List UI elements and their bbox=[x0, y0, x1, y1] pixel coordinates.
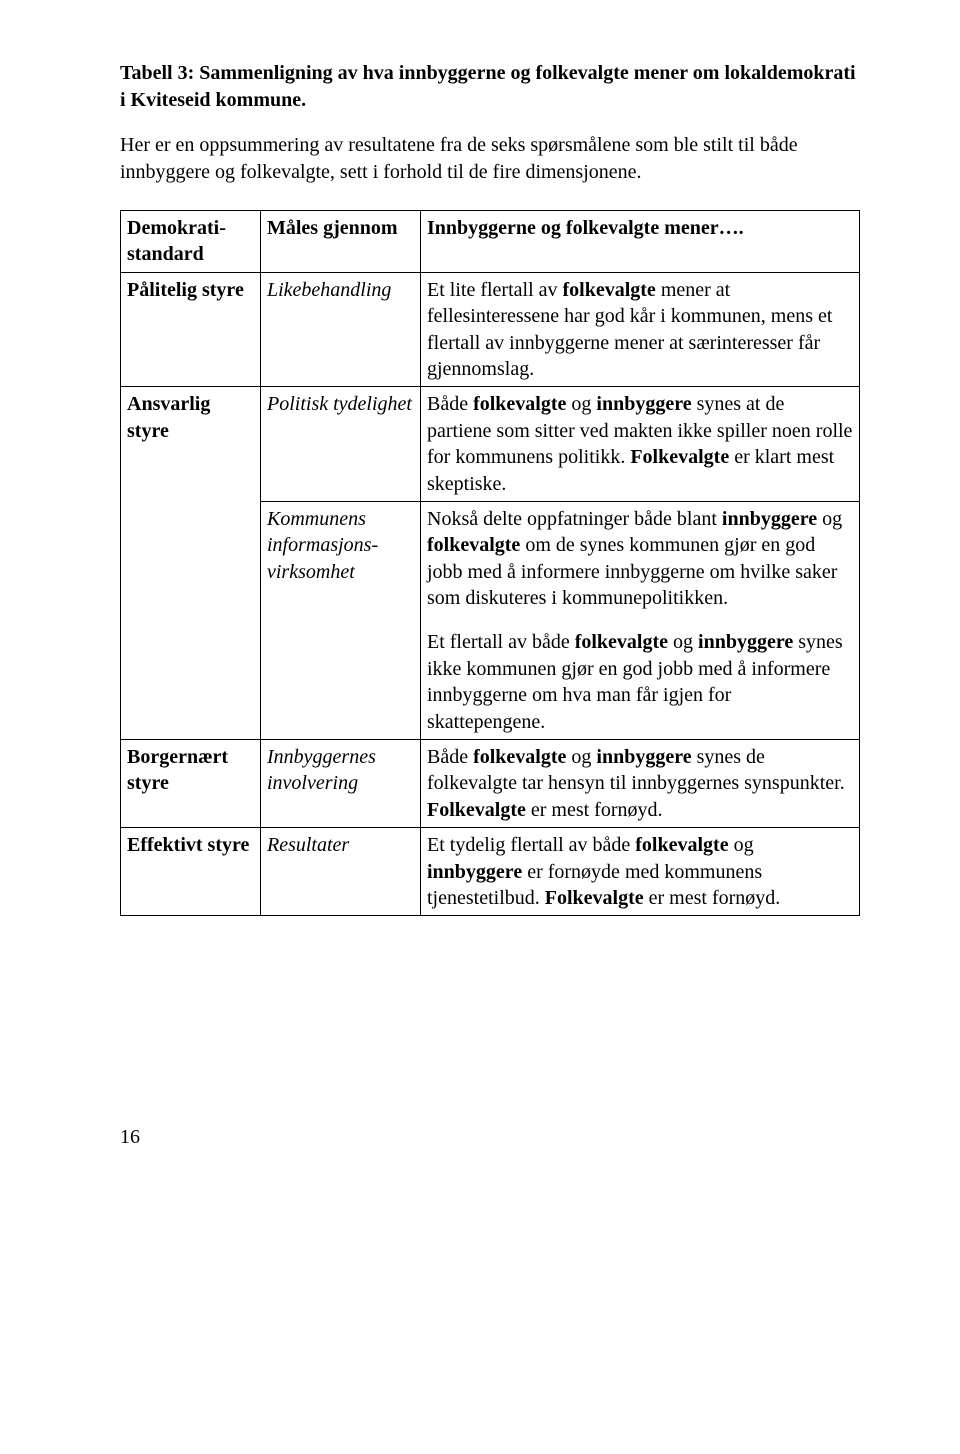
header-col3: Innbyggerne og folkevalgte mener…. bbox=[421, 211, 860, 273]
header-col1-text: Demokrati-standard bbox=[127, 217, 226, 265]
measure-cell: Innbyggernes involvering bbox=[261, 740, 421, 828]
text-bold: folkevalgte bbox=[635, 834, 728, 856]
text-bold: innbyggere bbox=[722, 508, 817, 530]
description-cell: Både folkevalgte og innbyggere synes at … bbox=[421, 387, 860, 502]
measure-cell: Likebehandling bbox=[261, 272, 421, 387]
spacer bbox=[427, 611, 853, 629]
comparison-table: Demokrati-standard Måles gjennom Innbygg… bbox=[120, 210, 860, 916]
table-row: Borgernært styre Innbyggernes involverin… bbox=[121, 740, 860, 828]
measure-label: Politisk tydelighet bbox=[267, 393, 412, 415]
text: Et lite flertall av bbox=[427, 279, 563, 301]
text-bold: Folkevalgte bbox=[630, 446, 729, 468]
table-row: Effektivt styre Resultater Et tydelig fl… bbox=[121, 828, 860, 916]
measure-label: Likebehandling bbox=[267, 279, 391, 301]
paragraph: Nokså delte oppfatninger både blant innb… bbox=[427, 506, 853, 612]
header-col3-text: Innbyggerne og folkevalgte mener…. bbox=[427, 217, 744, 239]
page-number: 16 bbox=[120, 1126, 860, 1149]
table-row: Pålitelig styre Likebehandling Et lite f… bbox=[121, 272, 860, 387]
table-title: Tabell 3: Sammenligning av hva innbygger… bbox=[120, 60, 860, 114]
text: og bbox=[817, 508, 842, 530]
text-bold: innbyggere bbox=[427, 861, 522, 883]
text: og bbox=[566, 393, 596, 415]
text: er mest fornøyd. bbox=[526, 799, 663, 821]
text-bold: folkevalgte bbox=[473, 746, 566, 768]
text: er mest fornøyd. bbox=[644, 887, 781, 909]
text-bold: innbyggere bbox=[596, 393, 691, 415]
paragraph: Et flertall av både folkevalgte og innby… bbox=[427, 629, 853, 735]
text: Nokså delte oppfatninger både blant bbox=[427, 508, 722, 530]
text-bold: innbyggere bbox=[698, 631, 793, 653]
dimension-label: Borgernært styre bbox=[127, 746, 228, 794]
text-bold: folkevalgte bbox=[575, 631, 668, 653]
text-bold: folkevalgte bbox=[427, 534, 520, 556]
dimension-cell: Pålitelig styre bbox=[121, 272, 261, 387]
table-header-row: Demokrati-standard Måles gjennom Innbygg… bbox=[121, 211, 860, 273]
text: Både bbox=[427, 393, 473, 415]
dimension-label: Effektivt styre bbox=[127, 834, 249, 856]
text-bold: innbyggere bbox=[596, 746, 691, 768]
measure-label: Resultater bbox=[267, 834, 349, 856]
text: Et flertall av både bbox=[427, 631, 575, 653]
measure-cell: Kommunens informasjons-virksomhet bbox=[261, 501, 421, 739]
header-col1: Demokrati-standard bbox=[121, 211, 261, 273]
text: og bbox=[566, 746, 596, 768]
measure-cell: Resultater bbox=[261, 828, 421, 916]
text: og bbox=[668, 631, 698, 653]
text-bold: folkevalgte bbox=[473, 393, 566, 415]
text: Et tydelig flertall av både bbox=[427, 834, 635, 856]
intro-paragraph: Her er en oppsummering av resultatene fr… bbox=[120, 132, 860, 186]
header-col2-text: Måles gjennom bbox=[267, 217, 398, 239]
text: og bbox=[729, 834, 754, 856]
measure-label: Innbyggernes involvering bbox=[267, 746, 376, 794]
table-row: Ansvarlig styre Politisk tydelighet Både… bbox=[121, 387, 860, 502]
description-cell: Et tydelig flertall av både folkevalgte … bbox=[421, 828, 860, 916]
text: Både bbox=[427, 746, 473, 768]
measure-label: Kommunens informasjons-virksomhet bbox=[267, 508, 378, 583]
text-bold: Folkevalgte bbox=[427, 799, 526, 821]
dimension-label: Ansvarlig styre bbox=[127, 393, 210, 441]
measure-cell: Politisk tydelighet bbox=[261, 387, 421, 502]
description-cell: Både folkevalgte og innbyggere synes de … bbox=[421, 740, 860, 828]
document-page: Tabell 3: Sammenligning av hva innbygger… bbox=[0, 0, 960, 1189]
text-bold: folkevalgte bbox=[563, 279, 656, 301]
dimension-cell: Ansvarlig styre bbox=[121, 387, 261, 740]
dimension-cell: Effektivt styre bbox=[121, 828, 261, 916]
description-cell: Nokså delte oppfatninger både blant innb… bbox=[421, 501, 860, 739]
dimension-label: Pålitelig styre bbox=[127, 279, 244, 301]
dimension-cell: Borgernært styre bbox=[121, 740, 261, 828]
header-col2: Måles gjennom bbox=[261, 211, 421, 273]
text-bold: Folkevalgte bbox=[545, 887, 644, 909]
description-cell: Et lite flertall av folkevalgte mener at… bbox=[421, 272, 860, 387]
